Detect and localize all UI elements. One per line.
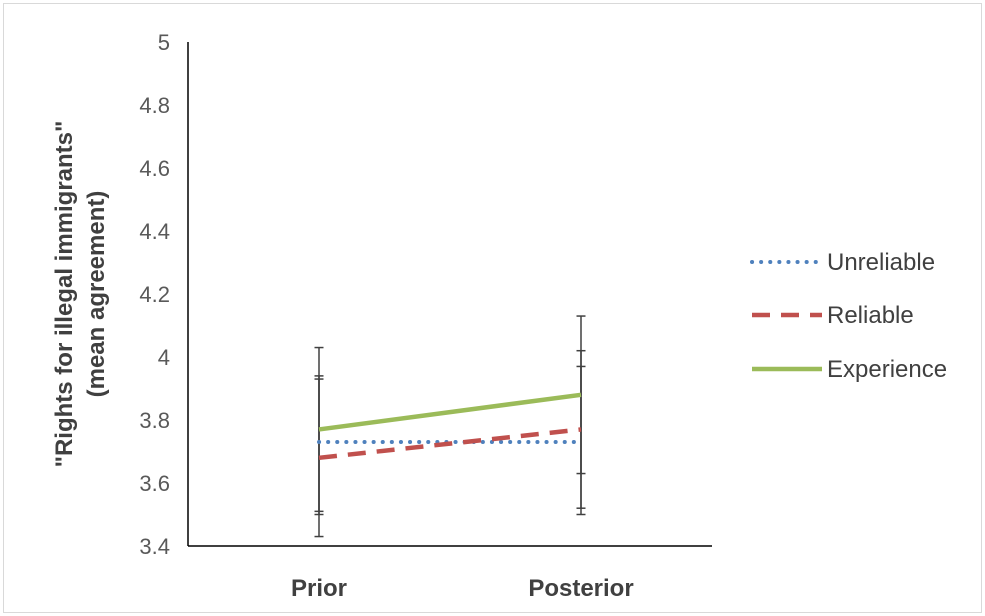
y-tick-label: 4.6 (139, 156, 170, 181)
legend-label: Reliable (827, 302, 914, 329)
y-axis-title-line: "Rights for illegal immigrants" (51, 121, 78, 468)
y-tick-label: 4 (158, 345, 170, 370)
x-category-label: Prior (291, 575, 347, 602)
y-tick-label: 5 (158, 30, 170, 55)
x-category-label: Posterior (528, 575, 633, 602)
series-line-experience (318, 392, 582, 432)
y-tick-label: 3.6 (139, 471, 170, 496)
chart-frame (3, 3, 982, 613)
series-line-reliable (318, 427, 582, 461)
y-axis-title-line: (mean agreement) (83, 191, 110, 398)
y-tick-label: 4.8 (139, 93, 170, 118)
y-tick-label: 3.8 (139, 408, 170, 433)
y-tick-label: 4.2 (139, 282, 170, 307)
legend-label: Experience (827, 356, 947, 383)
y-tick-label: 4.4 (139, 219, 170, 244)
legend-label: Unreliable (827, 249, 935, 276)
y-tick-label: 3.4 (139, 534, 170, 559)
